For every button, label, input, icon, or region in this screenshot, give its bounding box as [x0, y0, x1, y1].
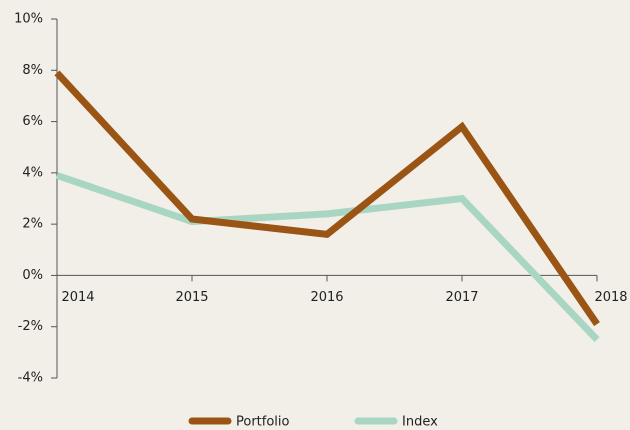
y-tick-label: 8% [22, 63, 43, 78]
y-tick-label: 2% [22, 217, 43, 232]
x-tick-label: 2014 [61, 290, 94, 305]
series-line [54, 70, 600, 327]
y-tick-label: 6% [22, 114, 43, 129]
legend-label: Portfolio [236, 415, 290, 430]
x-tick-label: 2018 [594, 290, 627, 305]
x-tick-label: 2017 [445, 290, 478, 305]
y-tick-label: 0% [22, 268, 43, 283]
x-tick-label: 2016 [310, 290, 343, 305]
x-tick-label: 2015 [175, 290, 208, 305]
series-line [55, 172, 600, 342]
y-tick-label: 10% [14, 12, 43, 27]
y-tick-label: 4% [22, 165, 43, 180]
y-tick-label: -2% [18, 319, 43, 334]
y-tick-label: -4% [18, 371, 43, 386]
legend-label: Index [402, 415, 438, 430]
